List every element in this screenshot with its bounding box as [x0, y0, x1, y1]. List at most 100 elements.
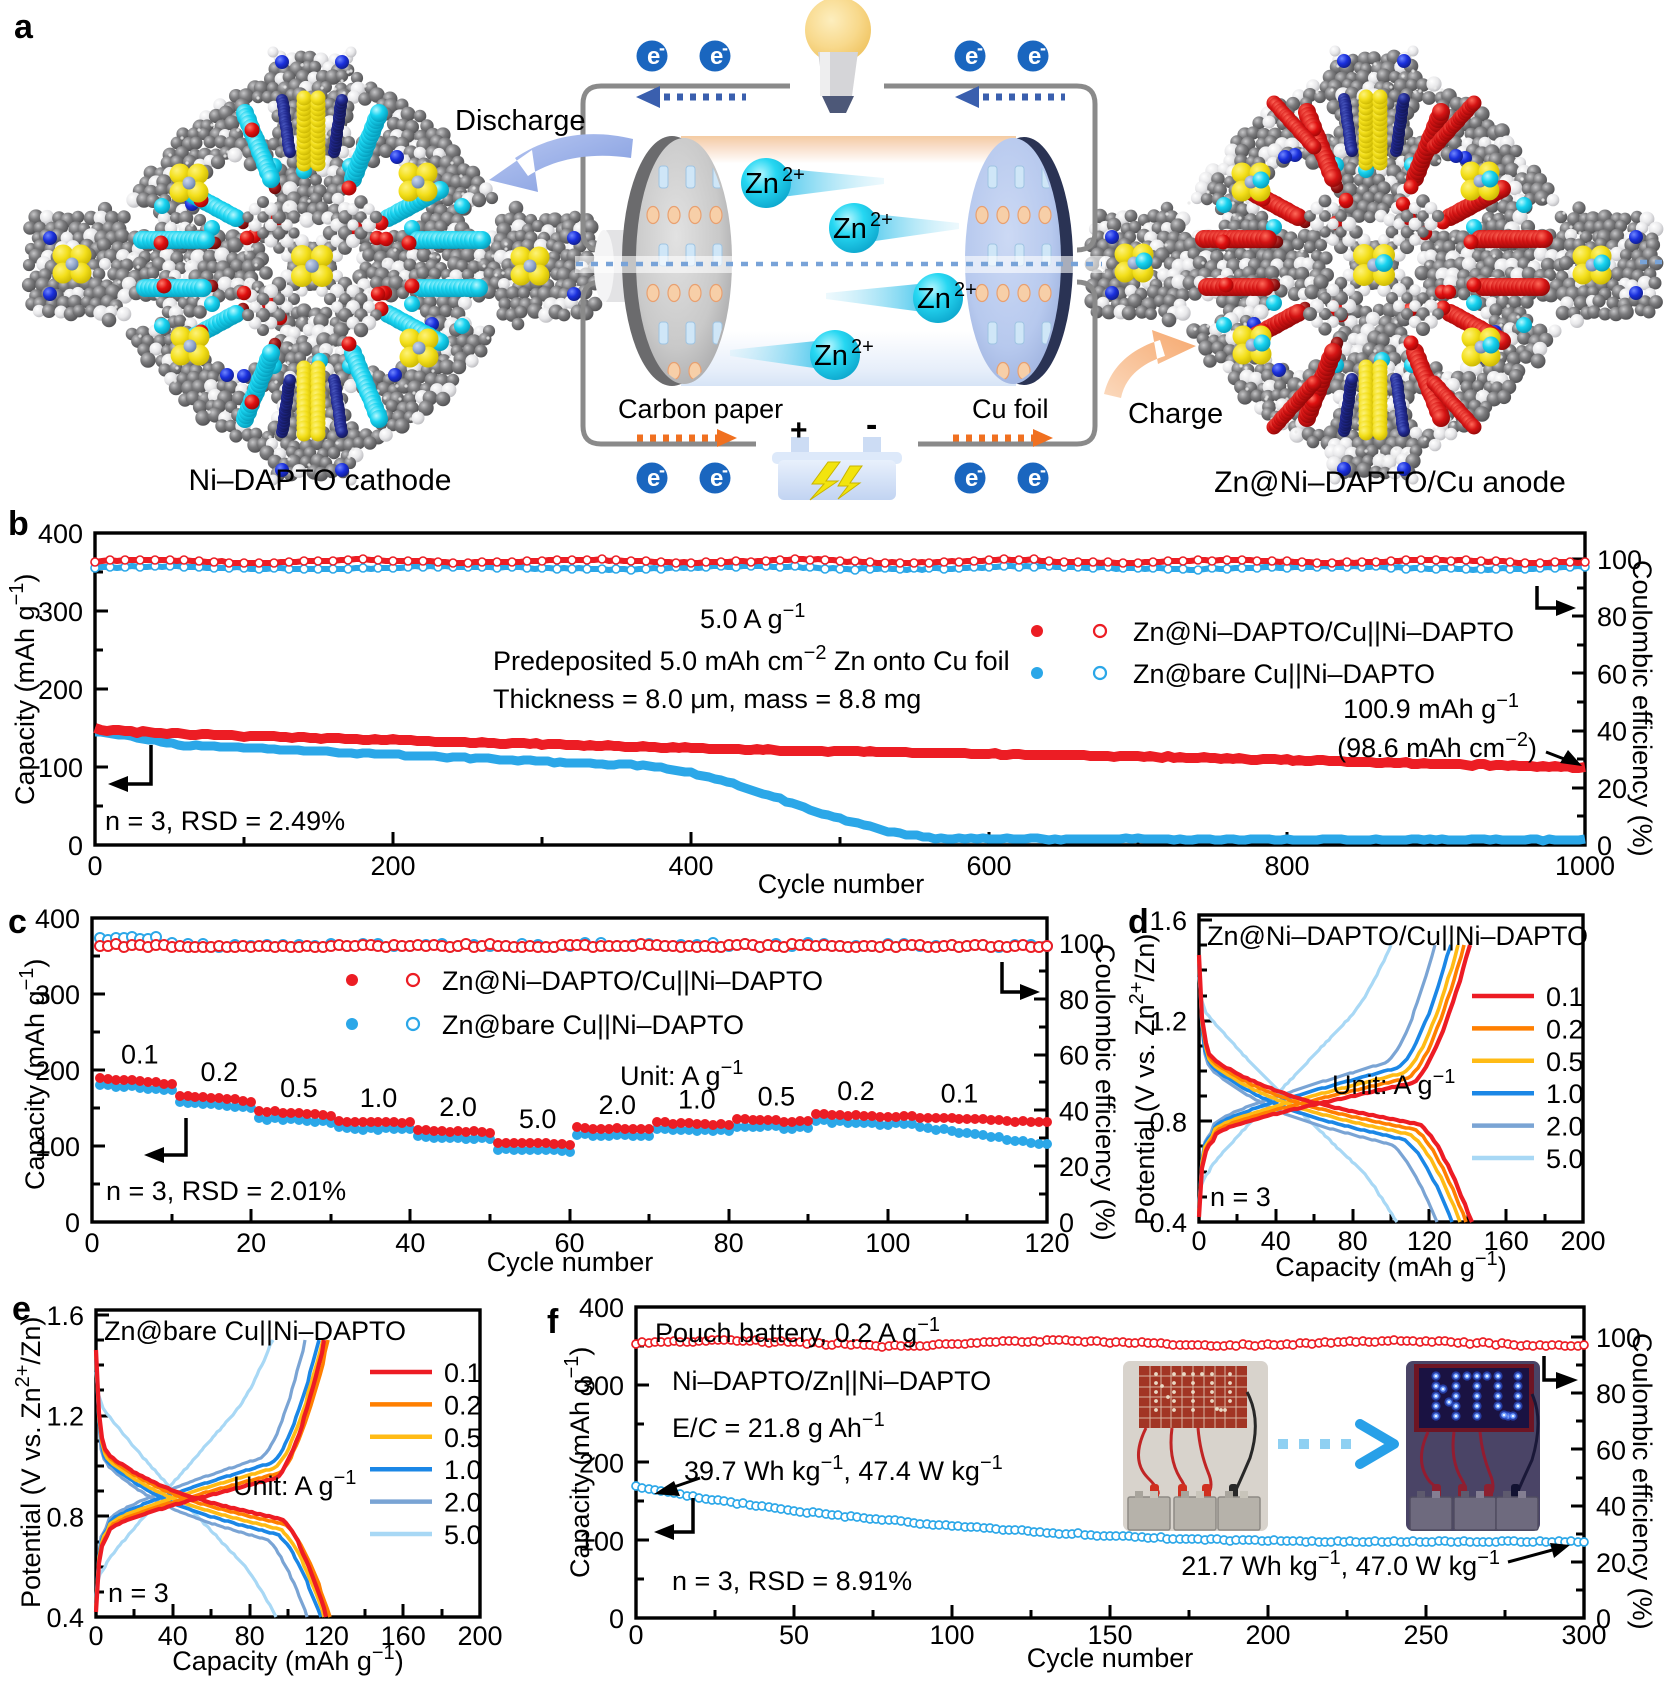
svg-text:300: 300	[38, 597, 83, 627]
svg-text:0: 0	[84, 1228, 99, 1258]
svg-text:Cycle number: Cycle number	[1027, 1643, 1194, 1673]
svg-text:80: 80	[1059, 985, 1089, 1015]
svg-text:0: 0	[68, 831, 83, 861]
svg-text:200: 200	[370, 851, 415, 881]
svg-text:0: 0	[1059, 1208, 1074, 1238]
svg-text:+: +	[790, 414, 808, 447]
svg-text:20: 20	[1059, 1152, 1089, 1182]
svg-text:20: 20	[1596, 1548, 1626, 1578]
svg-text:2+: 2+	[782, 164, 805, 186]
svg-text:Predeposited 5.0 mAh cm−2 Zn o: Predeposited 5.0 mAh cm−2 Zn onto Cu foi…	[493, 642, 1010, 676]
svg-text:0.8: 0.8	[46, 1502, 84, 1532]
svg-text:40: 40	[1597, 717, 1627, 747]
svg-text:20: 20	[236, 1228, 266, 1258]
svg-text:80: 80	[1596, 1379, 1626, 1409]
svg-text:Potential (V vs. Zn2+/Zn): Potential (V vs. Zn2+/Zn)	[12, 1317, 46, 1608]
svg-text:0: 0	[1191, 1226, 1206, 1256]
svg-text:-: -	[866, 406, 877, 444]
svg-text:-: -	[659, 38, 665, 58]
svg-text:600: 600	[966, 851, 1011, 881]
svg-text:Zn@bare Cu||Ni–DAPTO: Zn@bare Cu||Ni–DAPTO	[104, 1316, 406, 1346]
svg-text:-: -	[722, 38, 728, 58]
svg-text:0.4: 0.4	[46, 1603, 84, 1633]
svg-text:80: 80	[1597, 602, 1627, 632]
svg-text:0.2: 0.2	[444, 1390, 482, 1420]
svg-text:Cu foil: Cu foil	[972, 394, 1049, 424]
svg-text:a: a	[14, 8, 34, 46]
svg-text:0.2: 0.2	[1546, 1014, 1584, 1044]
svg-text:Ni–DAPTO cathode: Ni–DAPTO cathode	[189, 464, 452, 497]
svg-text:0.1: 0.1	[1546, 982, 1584, 1012]
svg-text:100: 100	[38, 753, 83, 783]
svg-text:200: 200	[38, 675, 83, 705]
svg-text:5.0: 5.0	[1546, 1144, 1584, 1174]
svg-text:250: 250	[1403, 1620, 1448, 1650]
svg-text:Zn@Ni–DAPTO/Cu anode: Zn@Ni–DAPTO/Cu anode	[1214, 466, 1566, 499]
svg-text:0.1: 0.1	[941, 1078, 979, 1108]
svg-text:Coulombic efficiency (%): Coulombic efficiency (%)	[1627, 560, 1657, 857]
svg-text:0: 0	[1597, 831, 1612, 861]
svg-text:2.0: 2.0	[1546, 1112, 1584, 1142]
svg-text:400: 400	[668, 851, 713, 881]
svg-text:-: -	[977, 38, 983, 58]
svg-text:Coulombic efficiency (%): Coulombic efficiency (%)	[1090, 944, 1120, 1241]
svg-text:0.5: 0.5	[444, 1423, 482, 1453]
svg-text:n = 3: n = 3	[108, 1578, 169, 1608]
svg-text:Thickness = 8.0 μm, mass = 8.8: Thickness = 8.0 μm, mass = 8.8 mg	[493, 684, 921, 714]
svg-text:Zn@bare Cu||Ni–DAPTO: Zn@bare Cu||Ni–DAPTO	[1133, 659, 1435, 689]
svg-text:80: 80	[714, 1228, 744, 1258]
svg-text:0.1: 0.1	[121, 1040, 159, 1070]
svg-text:Capacity (mAh g−1): Capacity (mAh g−1)	[172, 1642, 403, 1676]
svg-text:Zn@Ni–DAPTO/Cu||Ni–DAPTO: Zn@Ni–DAPTO/Cu||Ni–DAPTO	[1207, 921, 1588, 951]
svg-text:1.6: 1.6	[1149, 906, 1187, 936]
svg-text:2+: 2+	[954, 279, 977, 301]
svg-text:20: 20	[1597, 774, 1627, 804]
svg-text:Carbon paper: Carbon paper	[618, 394, 783, 424]
svg-text:0: 0	[87, 851, 102, 881]
svg-text:800: 800	[1264, 851, 1309, 881]
svg-text:c: c	[8, 903, 27, 941]
svg-text:5.0: 5.0	[444, 1520, 482, 1550]
svg-text:2.0: 2.0	[444, 1488, 482, 1518]
svg-text:5.0: 5.0	[519, 1104, 557, 1134]
svg-text:0: 0	[628, 1620, 643, 1650]
svg-text:Capacity (mAh g−1): Capacity (mAh g−1)	[6, 574, 40, 805]
svg-text:1.0: 1.0	[444, 1455, 482, 1485]
svg-text:Zn: Zn	[814, 340, 848, 372]
svg-text:n = 3, RSD = 2.01%: n = 3, RSD = 2.01%	[106, 1176, 346, 1206]
svg-text:100: 100	[865, 1228, 910, 1258]
svg-text:2.0: 2.0	[598, 1090, 636, 1120]
svg-text:2.0: 2.0	[439, 1092, 477, 1122]
svg-text:40: 40	[1059, 1096, 1089, 1126]
svg-text:b: b	[8, 505, 29, 543]
svg-text:0.2: 0.2	[837, 1076, 875, 1106]
svg-text:0: 0	[88, 1621, 103, 1651]
svg-text:f: f	[547, 1303, 559, 1341]
svg-text:60: 60	[1596, 1435, 1626, 1465]
svg-text:400: 400	[579, 1293, 624, 1323]
svg-text:Capacity (mAh g−1): Capacity (mAh g−1)	[1275, 1248, 1506, 1282]
svg-text:2+: 2+	[851, 336, 874, 358]
svg-text:-: -	[977, 460, 983, 480]
svg-text:Zn: Zn	[833, 213, 867, 245]
svg-text:Zn: Zn	[917, 283, 951, 315]
svg-text:n = 3, RSD = 2.49%: n = 3, RSD = 2.49%	[105, 806, 345, 836]
svg-text:60: 60	[1059, 1041, 1089, 1071]
svg-text:400: 400	[35, 904, 80, 934]
svg-text:n = 3: n = 3	[1210, 1182, 1271, 1212]
svg-text:0: 0	[609, 1604, 624, 1634]
svg-text:Capacity (mAh g−1): Capacity (mAh g−1)	[16, 959, 50, 1190]
svg-text:40: 40	[395, 1228, 425, 1258]
svg-text:1.2: 1.2	[46, 1402, 84, 1432]
svg-text:0: 0	[65, 1208, 80, 1238]
svg-text:-: -	[1040, 460, 1046, 480]
svg-text:200: 200	[457, 1621, 502, 1651]
svg-text:Zn@bare Cu||Ni–DAPTO: Zn@bare Cu||Ni–DAPTO	[442, 1010, 744, 1040]
svg-text:1.0: 1.0	[1546, 1079, 1584, 1109]
svg-text:40: 40	[1596, 1492, 1626, 1522]
svg-text:0.5: 0.5	[758, 1081, 796, 1111]
svg-text:-: -	[659, 460, 665, 480]
svg-text:0.2: 0.2	[201, 1057, 239, 1087]
svg-text:Zn@Ni–DAPTO/Cu||Ni–DAPTO: Zn@Ni–DAPTO/Cu||Ni–DAPTO	[1133, 617, 1514, 647]
svg-text:-: -	[1040, 38, 1046, 58]
